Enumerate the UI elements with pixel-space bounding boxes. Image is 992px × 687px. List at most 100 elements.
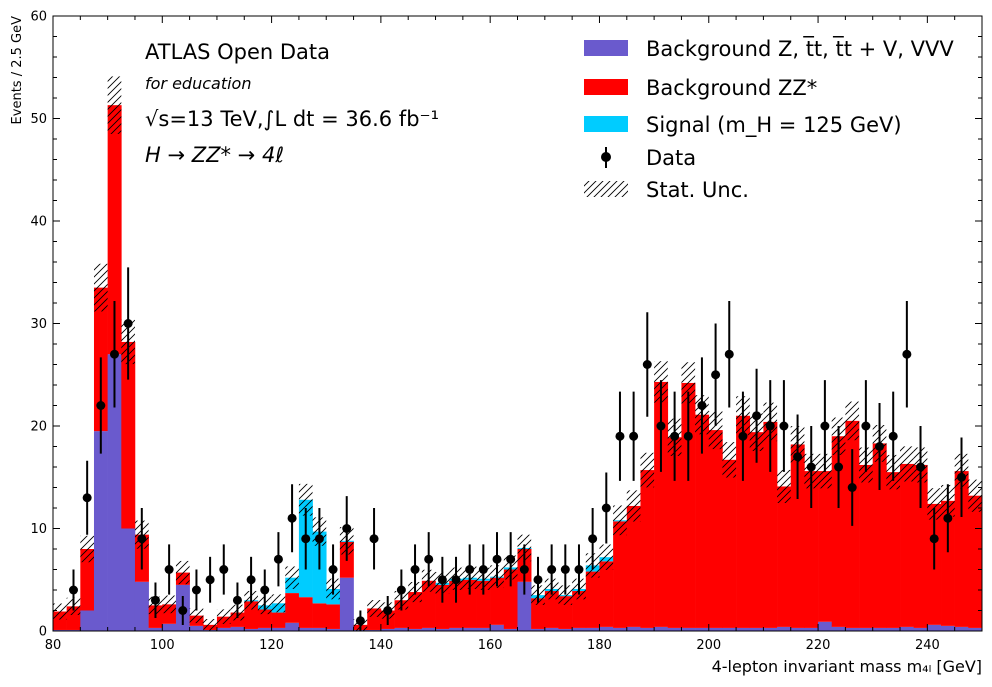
- bar-background-other: [749, 627, 764, 631]
- bar-background-zz: [80, 549, 95, 611]
- y-tick-label: 60: [30, 10, 47, 25]
- data-point: [314, 534, 324, 544]
- data-point: [806, 462, 816, 472]
- bar-background-zz: [777, 486, 792, 627]
- bar-background-other: [244, 628, 259, 631]
- data-point: [164, 565, 174, 574]
- data-point: [533, 575, 543, 585]
- data-point: [82, 493, 92, 503]
- bar-background-zz: [585, 571, 600, 628]
- bar-background-other: [298, 627, 313, 631]
- data-point: [560, 565, 570, 574]
- y-tick-label: 50: [30, 112, 47, 127]
- stacked-bars: [53, 105, 982, 631]
- stat-unc-band: [175, 560, 190, 585]
- data-point: [478, 565, 488, 574]
- bar-background-other: [722, 627, 737, 631]
- bar-background-zz: [640, 470, 655, 628]
- bar-background-zz: [503, 569, 518, 629]
- bar-background-zz: [941, 500, 955, 626]
- data-point: [451, 575, 461, 585]
- data-point: [178, 606, 188, 615]
- bar-background-other: [462, 627, 477, 631]
- data-point: [492, 554, 502, 564]
- x-tick-label: 220: [806, 638, 831, 653]
- stat-unc-band: [558, 585, 573, 605]
- data-point: [861, 421, 871, 431]
- stat-unc-band: [722, 442, 737, 478]
- y-tick-label: 10: [30, 522, 47, 537]
- bar-background-zz: [271, 612, 286, 628]
- data-point: [902, 349, 912, 359]
- y-tick-label: 40: [30, 215, 47, 230]
- bar-background-zz: [449, 580, 464, 628]
- bar-background-other: [490, 624, 505, 631]
- stat-unc-band: [203, 618, 217, 631]
- data-point: [273, 554, 283, 564]
- bar-background-zz: [886, 472, 901, 628]
- data-point: [724, 349, 734, 359]
- bar-background-zz: [421, 580, 436, 628]
- legend-label-background-other: Background Z, t̅t, t̅t + V, VVV: [646, 35, 954, 61]
- data-point: [929, 534, 939, 544]
- legend: Background Z, t̅t, t̅t + V, VVV Backgrou…: [584, 35, 954, 202]
- annotation-education: for education: [145, 74, 251, 93]
- bar-background-zz: [749, 432, 764, 628]
- x-axis-title: 4-lepton invariant mass m₄ₗ [GeV]: [712, 657, 982, 676]
- y-tick-labels: 0 10 20 30 40 50 60: [30, 10, 47, 640]
- bar-background-zz: [831, 436, 846, 627]
- bar-background-zz: [107, 105, 122, 355]
- data-point: [328, 565, 338, 574]
- data-point: [642, 360, 652, 369]
- data-point: [916, 462, 926, 472]
- y-tick-label: 0: [39, 625, 47, 640]
- bar-background-other: [216, 627, 231, 631]
- stat-unc-band: [189, 608, 204, 624]
- data-point: [68, 585, 78, 595]
- bar-background-other: [968, 627, 982, 631]
- data-point: [697, 401, 707, 410]
- bar-background-other: [271, 627, 286, 631]
- bar-background-other: [708, 627, 723, 631]
- bar-background-other: [913, 627, 928, 631]
- data-point: [369, 534, 379, 544]
- bar-background-other: [818, 621, 833, 631]
- stat-unc-band: [599, 544, 614, 570]
- legend-swatch-background-zz: [584, 79, 628, 95]
- data-point: [738, 431, 748, 441]
- bar-background-other: [667, 627, 682, 631]
- stat-unc-band: [845, 401, 860, 441]
- bar-background-other: [900, 626, 914, 631]
- data-point: [355, 616, 365, 626]
- data-point: [96, 401, 106, 410]
- bar-background-other: [872, 627, 887, 631]
- data-points: [68, 267, 967, 631]
- bar-background-other: [66, 629, 81, 631]
- bar-background-zz: [531, 598, 546, 629]
- data-point: [205, 575, 215, 585]
- bar-background-other: [312, 627, 327, 631]
- bar-background-zz: [736, 415, 751, 628]
- bar-background-other: [121, 528, 136, 631]
- axis-ticks: [52, 15, 983, 632]
- legend-marker-data: [601, 152, 611, 162]
- bar-background-other: [230, 626, 245, 631]
- x-tick-label: 80: [45, 638, 62, 653]
- legend-swatch-background-other: [584, 40, 628, 56]
- bar-background-other: [421, 627, 436, 631]
- bar-background-other: [626, 626, 641, 631]
- stat-unc-band: [107, 76, 122, 134]
- bar-background-zz: [599, 561, 614, 627]
- stat-unc-band: [626, 490, 641, 522]
- bar-background-other: [558, 628, 573, 631]
- data-point: [574, 565, 584, 574]
- bar-background-zz: [544, 591, 559, 628]
- bar-background-other: [367, 629, 382, 631]
- data-point: [588, 534, 598, 544]
- bar-background-zz: [435, 584, 450, 629]
- bar-background-zz: [900, 463, 914, 627]
- data-point: [383, 606, 393, 615]
- data-point: [834, 462, 844, 472]
- bar-background-zz: [763, 421, 778, 628]
